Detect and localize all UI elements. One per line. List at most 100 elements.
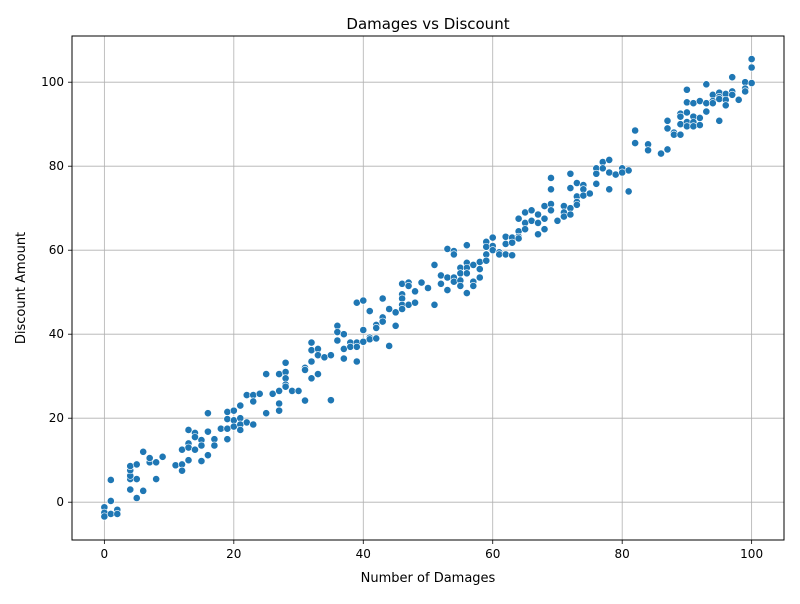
data-point <box>657 149 665 158</box>
data-point <box>715 116 724 125</box>
data-point <box>488 233 497 242</box>
data-point <box>676 120 685 129</box>
data-point <box>132 475 141 483</box>
data-point <box>534 210 542 219</box>
data-point <box>424 284 432 292</box>
data-point <box>307 338 316 347</box>
data-point <box>262 370 271 378</box>
data-point <box>385 305 394 313</box>
data-point <box>314 351 322 360</box>
data-point <box>695 121 704 129</box>
data-point <box>443 245 452 253</box>
data-point <box>223 415 232 423</box>
data-point <box>624 187 633 196</box>
data-point <box>547 206 555 215</box>
data-point <box>683 85 691 94</box>
data-point <box>314 370 322 378</box>
data-point <box>475 273 484 282</box>
data-point <box>191 445 199 454</box>
data-point <box>191 433 199 441</box>
data-point <box>365 307 374 315</box>
x-tick-label: 0 <box>101 547 109 561</box>
data-point <box>747 63 756 72</box>
data-point <box>449 277 458 286</box>
data-point <box>404 281 413 290</box>
data-point <box>184 456 193 465</box>
data-point <box>715 95 724 103</box>
data-point <box>482 256 491 265</box>
data-point <box>592 169 601 178</box>
data-point <box>605 168 614 177</box>
data-point <box>521 208 529 217</box>
data-point <box>540 202 549 210</box>
data-point <box>223 435 232 444</box>
data-point <box>301 396 309 405</box>
data-point <box>158 452 167 461</box>
data-point <box>482 242 491 251</box>
data-point <box>294 386 303 395</box>
data-point <box>598 164 607 173</box>
data-point <box>534 218 542 227</box>
data-point <box>333 328 342 336</box>
data-point <box>307 357 316 366</box>
data-point <box>508 251 517 260</box>
data-point <box>255 389 264 398</box>
data-point <box>521 225 529 234</box>
data-point <box>106 476 115 484</box>
data-point <box>430 300 439 309</box>
data-point <box>106 510 115 518</box>
data-point <box>204 427 212 436</box>
data-point <box>223 424 232 433</box>
y-axis-ticks: 0 20 40 60 80 100 <box>41 75 72 509</box>
data-point <box>378 317 387 326</box>
data-point <box>126 462 135 470</box>
data-point <box>204 451 212 460</box>
data-point <box>307 374 316 383</box>
data-point <box>469 281 478 290</box>
data-point <box>411 287 419 296</box>
data-point <box>145 454 154 462</box>
data-point <box>624 166 633 175</box>
data-point <box>184 426 193 434</box>
data-point <box>456 281 465 290</box>
data-point <box>585 189 594 198</box>
data-point <box>139 486 148 495</box>
data-points <box>100 55 756 521</box>
data-point <box>534 230 542 239</box>
data-point <box>488 246 497 255</box>
data-point <box>644 146 652 155</box>
data-point <box>572 179 581 187</box>
data-point <box>178 466 186 475</box>
data-point <box>216 424 225 433</box>
data-point <box>333 336 342 345</box>
data-point <box>152 458 161 467</box>
data-point <box>572 200 581 209</box>
data-point <box>275 370 284 378</box>
data-point <box>132 460 141 469</box>
data-point <box>132 494 141 502</box>
data-point <box>352 342 361 351</box>
y-axis-label: Discount Amount <box>14 232 29 344</box>
chart-title: Damages vs Discount <box>346 15 509 33</box>
data-point <box>242 418 251 427</box>
data-point <box>204 409 212 418</box>
data-point <box>462 241 471 250</box>
data-point <box>475 258 484 266</box>
data-point <box>359 296 368 305</box>
data-point <box>275 386 284 395</box>
data-point <box>462 289 471 297</box>
data-point <box>223 407 232 416</box>
data-point <box>197 441 206 450</box>
grid <box>72 36 784 540</box>
data-point <box>527 206 536 215</box>
data-point <box>391 308 400 317</box>
data-point <box>663 116 672 125</box>
data-point <box>689 99 698 108</box>
data-point <box>281 382 290 391</box>
data-point <box>249 397 258 406</box>
data-point <box>229 406 238 415</box>
data-point <box>288 386 296 395</box>
data-point <box>385 342 394 350</box>
data-point <box>728 90 737 99</box>
data-point <box>281 358 290 367</box>
